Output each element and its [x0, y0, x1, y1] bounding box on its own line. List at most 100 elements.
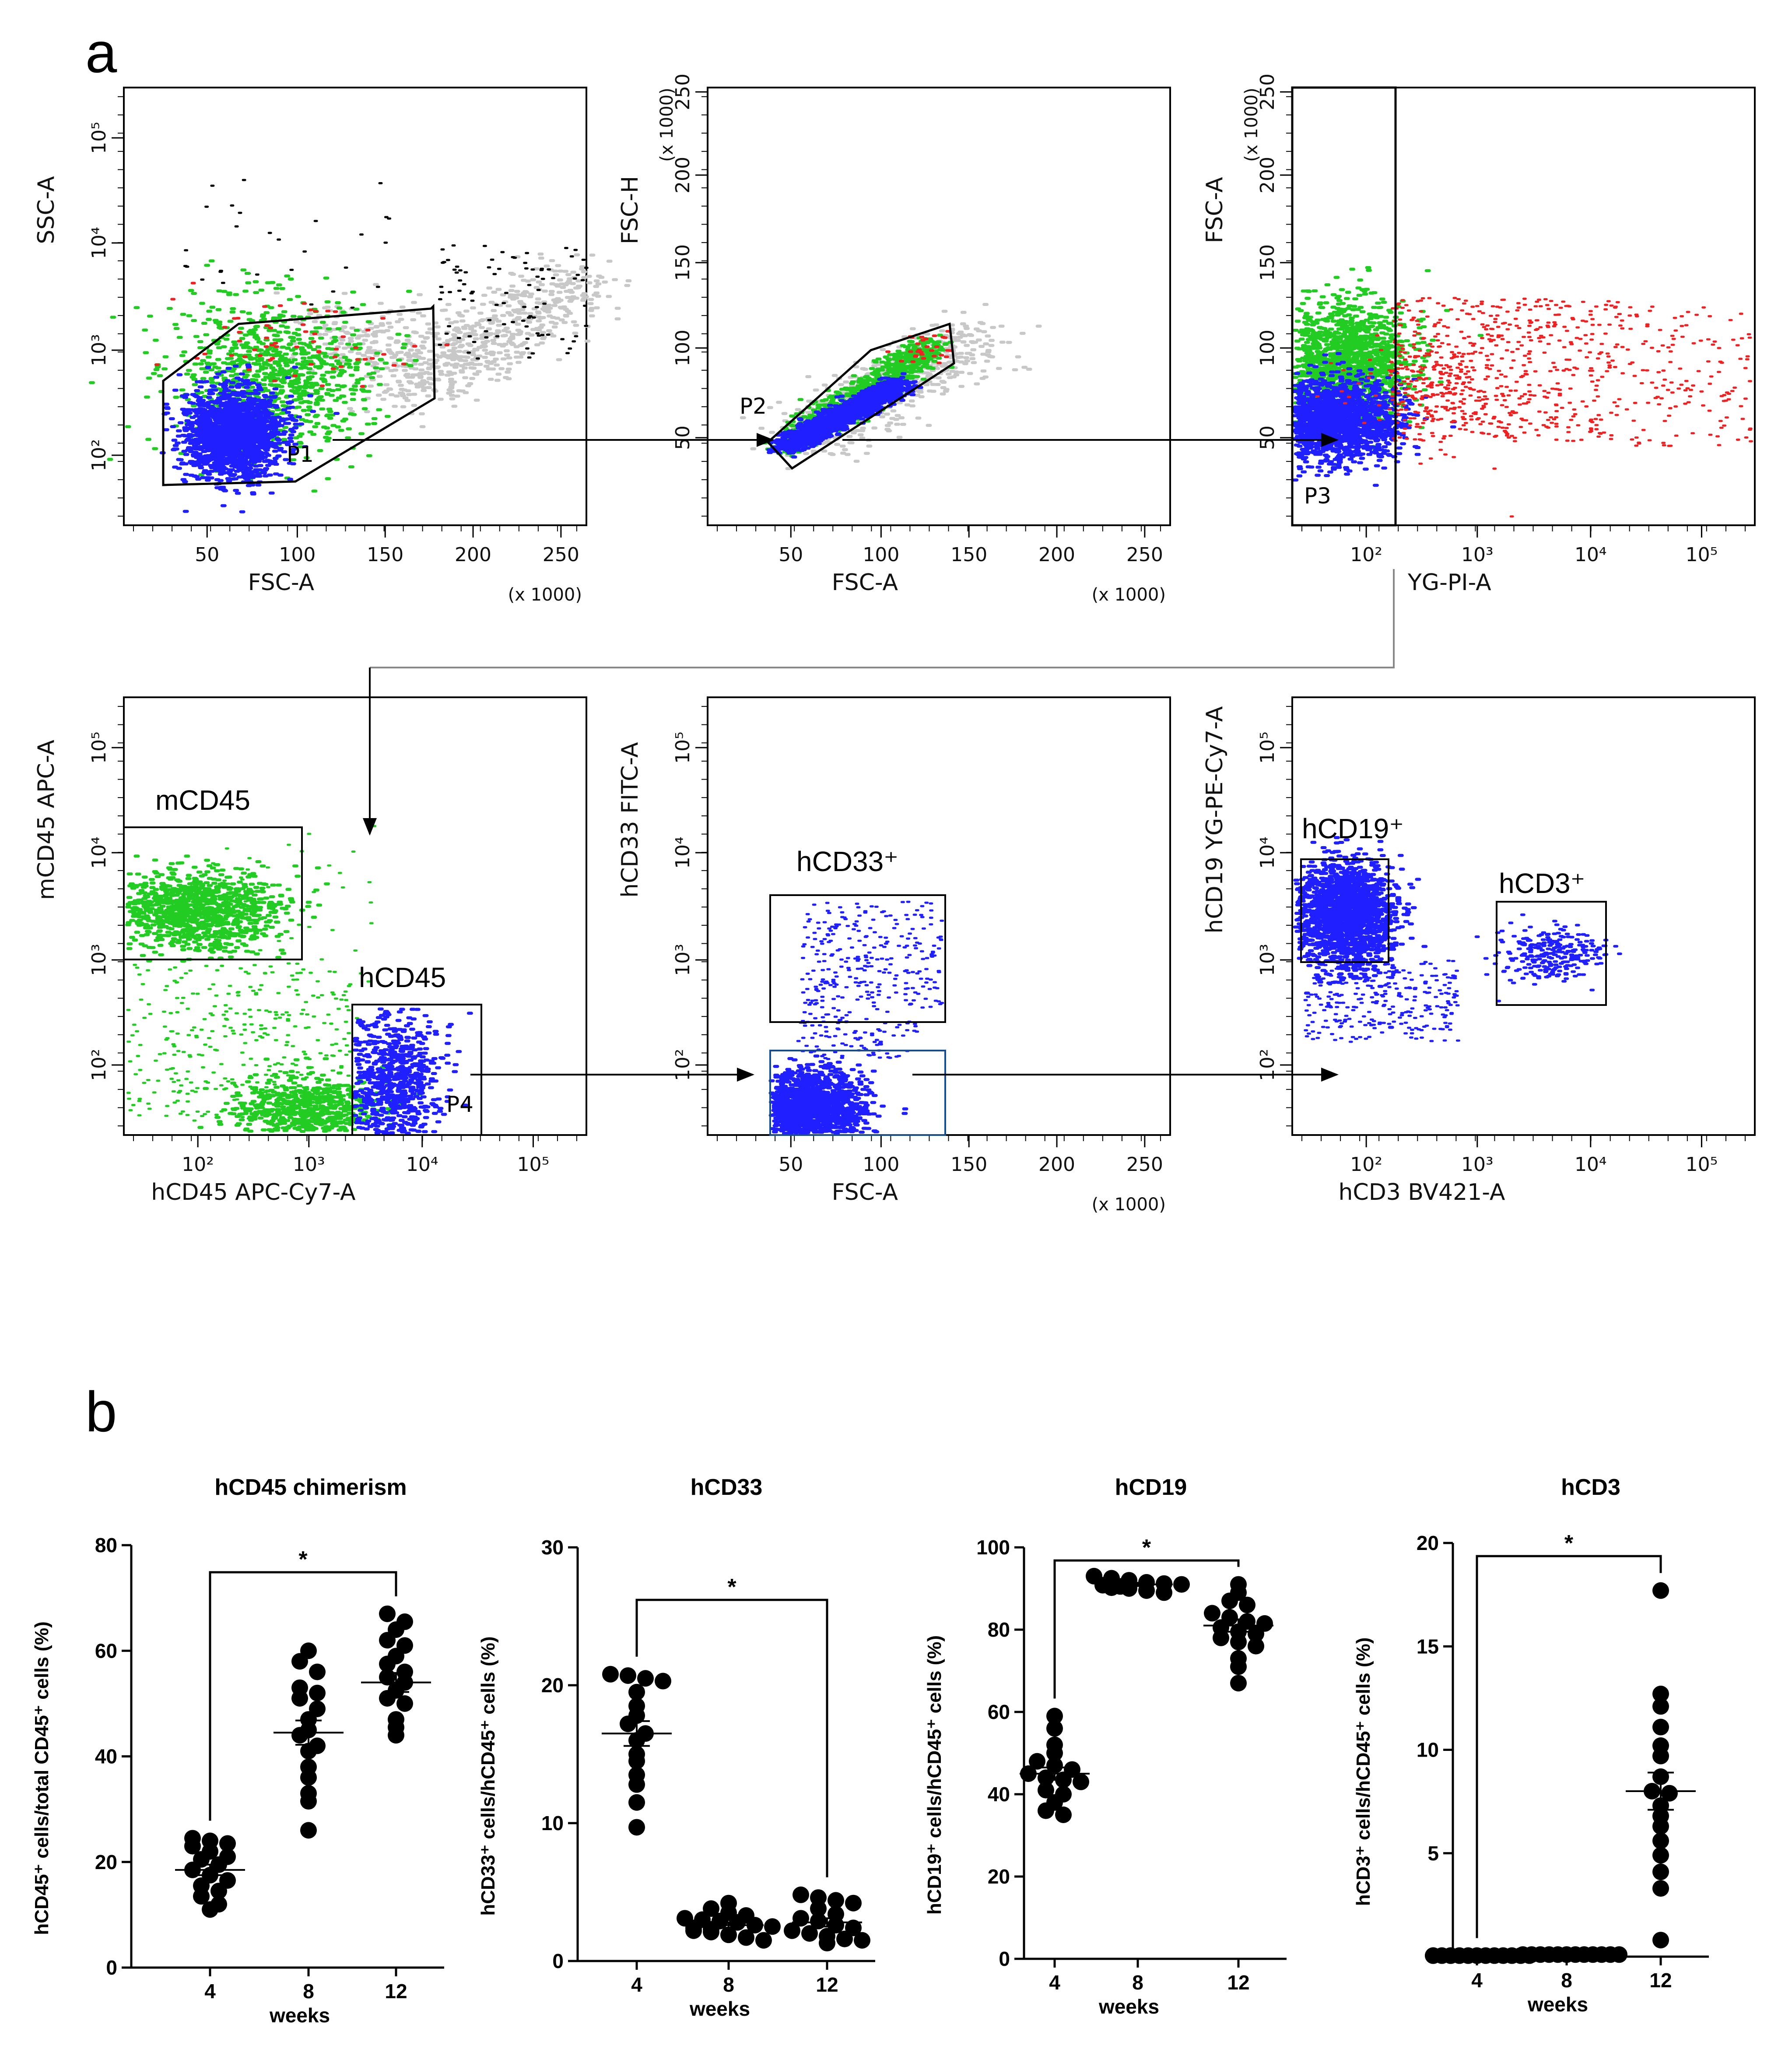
- x-axis-label: FSC-A: [832, 1179, 898, 1205]
- y-tick-label: 10⁴: [672, 836, 694, 869]
- data-point: [845, 1894, 862, 1912]
- data-point: [854, 1932, 870, 1949]
- y-tick-label: 10²: [88, 1049, 110, 1081]
- data-point: [193, 1888, 210, 1905]
- y-tick-label: 10⁵: [88, 122, 110, 154]
- y-axis-label: hCD3⁺ cells/hCD45⁺ cells (%): [1353, 1638, 1374, 1906]
- event-dots: [768, 1054, 908, 1135]
- x-tick-label: 250: [1126, 1153, 1163, 1176]
- data-point: [396, 1695, 413, 1712]
- series-4-weeks: [1020, 1708, 1090, 1823]
- y-tick-label: 150: [672, 244, 694, 281]
- data-point: [637, 1670, 654, 1687]
- data-point: [628, 1819, 645, 1836]
- data-point: [291, 1690, 308, 1707]
- data-point: [1652, 1863, 1669, 1880]
- event-cloud: [126, 962, 354, 1122]
- y-tick-label: 60: [95, 1639, 117, 1662]
- data-point: [784, 1922, 800, 1939]
- y-axis-label: hCD33⁺ cells/hCD45⁺ cells (%): [477, 1636, 499, 1915]
- data-point: [379, 1605, 396, 1622]
- y-tick-label: 0: [999, 1947, 1010, 1970]
- data-point: [1652, 1880, 1669, 1897]
- event-cloud: [1293, 836, 1428, 1029]
- event-dots: [800, 900, 944, 1020]
- data-point: [388, 1727, 404, 1744]
- data-point: [1038, 1782, 1054, 1799]
- x-tick-label: 250: [1126, 544, 1163, 566]
- significance-star: *: [1564, 1531, 1574, 1556]
- gate-label-P2: P2: [740, 394, 767, 419]
- gate-label-hCD45: hCD45: [359, 962, 446, 993]
- event-cloud: [347, 252, 632, 429]
- gate-hCD33-neg: [769, 1050, 946, 1136]
- y-axis-label: FSC-A: [1202, 177, 1228, 243]
- y-tick-label: 10⁴: [88, 836, 110, 869]
- data-point: [819, 1935, 835, 1952]
- x-tick-label: 10⁵: [1686, 544, 1718, 566]
- gate-label-P1: P1: [287, 442, 314, 467]
- y-tick-label: 10⁴: [88, 227, 110, 259]
- data-point: [1230, 1634, 1247, 1651]
- y-axis-label: mCD45 APC-A: [33, 740, 60, 900]
- event-cloud: [1315, 309, 1548, 518]
- data-point: [1055, 1806, 1072, 1823]
- panel-b-label: b: [85, 1380, 117, 1444]
- x-tick-label: 150: [950, 544, 987, 566]
- x-tick-label: 10²: [1350, 1153, 1382, 1176]
- gate-label-mCD45: mCD45: [155, 784, 250, 816]
- x-tick-label: 8: [303, 1980, 314, 2003]
- event-cloud: [1474, 913, 1622, 1002]
- x-axis-label: hCD45 APC-Cy7-A: [151, 1179, 356, 1205]
- chart-title: hCD3: [1561, 1475, 1620, 1500]
- significance-star: *: [1142, 1535, 1151, 1560]
- flow-plot-fsc-hcd33: 50 100 150 200 250 10² 10³ 10⁴ 10⁵ FSC-A hCD33 FIT…: [617, 696, 1171, 1215]
- series-12-weeks: [1203, 1576, 1273, 1692]
- series-4-weeks: [602, 1666, 672, 1836]
- gate-hCD45: [351, 1004, 482, 1136]
- data-point: [1173, 1576, 1190, 1593]
- event-dots: [183, 179, 392, 309]
- gate-label-hCD3: hCD3⁺: [1499, 868, 1585, 899]
- flow-cytometry-panel: 50 100 150 200 250 10² 10³ 10⁴ 10⁵ FSC-A SSC-A (x 1…: [33, 74, 1756, 1215]
- significance-star: *: [727, 1574, 736, 1600]
- x-axis-label: weeks: [269, 2004, 330, 2027]
- x-tick-label: 4: [1049, 1971, 1060, 1994]
- significance-bracket: [1053, 1559, 1240, 1699]
- y-tick-label: 10: [1417, 1739, 1439, 1761]
- gate-label-P3: P3: [1304, 483, 1331, 509]
- data-point: [1046, 1757, 1063, 1774]
- x-tick-label: 250: [543, 544, 579, 566]
- y-tick-label: 15: [1417, 1635, 1439, 1658]
- flow-plot-fsca-fsch: 50 100 150 200 250 50 100 150 200 250 FSC-A FSC-H (x…: [617, 74, 1171, 605]
- x-tick-label: 10⁵: [1686, 1153, 1718, 1176]
- data-point: [300, 1769, 317, 1786]
- x-tick-label: 150: [950, 1153, 987, 1176]
- plot-frame: [707, 87, 1171, 526]
- data-point: [628, 1794, 645, 1811]
- plot-frame: [123, 87, 587, 526]
- y-tick-label: 10³: [672, 944, 694, 976]
- data-point: [810, 1900, 827, 1917]
- x-scale-factor: (x 1000): [1092, 1195, 1166, 1215]
- x-tick-label: 12: [1227, 1971, 1249, 1994]
- y-tick-label: 0: [106, 1956, 117, 1979]
- data-point: [300, 1822, 317, 1839]
- x-tick-label: 12: [385, 1980, 407, 2003]
- x-axis-label: weeks: [1098, 1995, 1159, 2018]
- data-point: [184, 1838, 201, 1855]
- data-point: [836, 1930, 853, 1947]
- data-point: [291, 1653, 308, 1670]
- y-tick-label: 100: [976, 1536, 1010, 1559]
- data-point: [828, 1892, 844, 1909]
- dot-plot-hcd3: hCD3051015204812weekshCD3⁺ cells/hCD45⁺ …: [1353, 1475, 1709, 2016]
- y-tick-label: 20: [988, 1865, 1010, 1888]
- data-point: [1652, 1847, 1669, 1864]
- event-dots: [154, 281, 450, 388]
- gate-P1: [162, 304, 436, 486]
- data-point: [764, 1918, 781, 1935]
- data-point: [309, 1684, 326, 1701]
- event-dots: [125, 854, 330, 963]
- x-tick-label: 10⁴: [406, 1153, 438, 1176]
